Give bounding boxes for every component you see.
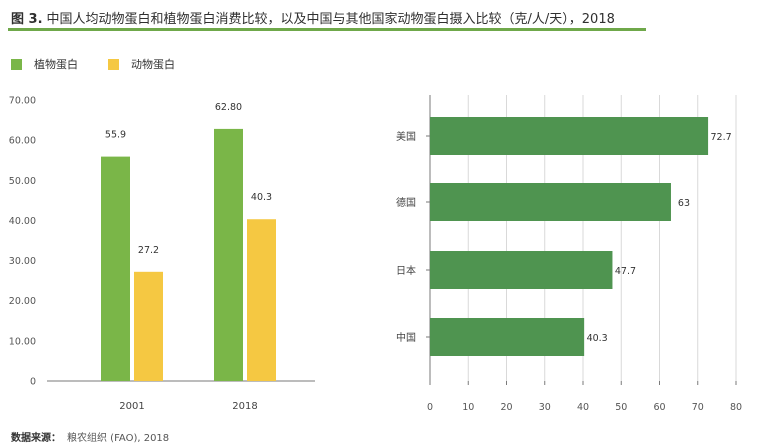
x-tick-label: 80 xyxy=(730,402,742,413)
y-tick-label: 20.00 xyxy=(9,296,36,307)
data-label: 55.9 xyxy=(105,130,126,141)
x-tick-label: 30 xyxy=(539,402,551,413)
hbar-美国 xyxy=(430,117,709,155)
legend-item-animal: 动物蛋白 xyxy=(108,56,175,72)
legend-label-animal: 动物蛋白 xyxy=(131,58,175,71)
x-tick-label: 0 xyxy=(427,402,433,413)
data-label: 27.2 xyxy=(138,245,159,256)
y-category-label: 美国 xyxy=(396,130,416,143)
y-tick-label: 10.00 xyxy=(9,336,36,347)
legend-item-plant: 植物蛋白 xyxy=(11,56,78,72)
y-category-label: 日本 xyxy=(396,264,416,277)
bar-animal-2001 xyxy=(134,271,163,381)
x-tick-label: 40 xyxy=(577,402,589,413)
y-tick-label: 40.00 xyxy=(9,216,36,227)
y-tick-label: 50.00 xyxy=(9,176,36,187)
source-text: 粮农组织 (FAO), 2018 xyxy=(67,433,170,444)
data-label: 62.80 xyxy=(215,102,242,113)
x-tick-label: 10 xyxy=(462,402,474,413)
x-tick-label: 60 xyxy=(653,402,665,413)
title-rule xyxy=(8,28,646,31)
bar-plant-2018 xyxy=(214,128,243,381)
y-tick-label: 30.00 xyxy=(9,256,36,267)
x-tick-label: 70 xyxy=(692,402,704,413)
figure-number: 图 3. xyxy=(11,12,43,27)
data-label: 40.3 xyxy=(587,333,608,344)
data-label: 63 xyxy=(678,198,690,209)
x-tick-label: 20 xyxy=(500,402,512,413)
data-label: 47.7 xyxy=(615,266,636,277)
y-tick-label: 60.00 xyxy=(9,136,36,147)
bar-animal-2018 xyxy=(247,219,276,381)
y-category-label: 德国 xyxy=(396,196,416,209)
hbar-德国 xyxy=(430,183,671,221)
x-category-label: 2018 xyxy=(232,401,257,412)
data-label: 72.7 xyxy=(710,132,731,143)
x-category-label: 2001 xyxy=(119,401,144,412)
bar-plant-2001 xyxy=(101,156,130,381)
hbar-日本 xyxy=(430,251,613,289)
x-tick-label: 50 xyxy=(615,402,627,413)
hbar-中国 xyxy=(430,318,585,356)
y-tick-label: 70.00 xyxy=(9,96,36,107)
figure-title-text: 中国人均动物蛋白和植物蛋白消费比较，以及中国与其他国家动物蛋白摄入比较（克/人/… xyxy=(46,12,615,27)
legend: 植物蛋白 动物蛋白 xyxy=(11,56,205,72)
legend-label-plant: 植物蛋白 xyxy=(34,58,78,71)
source-label: 数据来源： xyxy=(11,433,61,444)
y-tick-label: 0 xyxy=(30,377,36,388)
y-category-label: 中国 xyxy=(396,331,416,344)
source-note: 数据来源： 粮农组织 (FAO), 2018 xyxy=(11,429,169,444)
legend-swatch-plant xyxy=(11,58,22,70)
figure-title: 图 3. 中国人均动物蛋白和植物蛋白消费比较，以及中国与其他国家动物蛋白摄入比较（… xyxy=(11,8,615,27)
data-label: 40.3 xyxy=(251,192,272,203)
legend-swatch-animal xyxy=(108,58,119,70)
